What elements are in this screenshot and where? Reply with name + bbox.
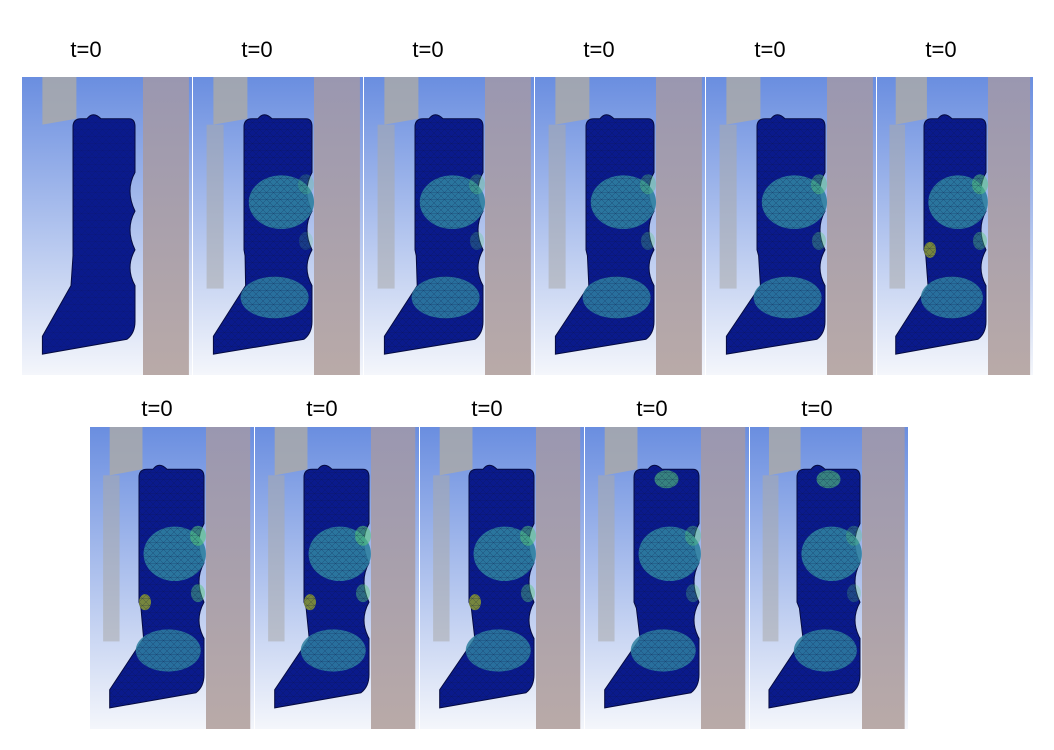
frame-graphic: [193, 77, 363, 375]
rod: [536, 427, 581, 729]
frame-graphic: [22, 77, 192, 375]
mesh-overlay: [109, 465, 204, 708]
frame-label-6: t=0: [925, 37, 957, 62]
simulation-frame-4: [535, 77, 705, 375]
frame-graphic: [364, 77, 534, 375]
groove-wall-lower: [889, 124, 906, 289]
groove-wall-lower: [719, 124, 737, 289]
groove-wall: [213, 77, 248, 125]
frame-label-7: t=0: [141, 396, 173, 421]
frame-label-8: t=0: [306, 396, 338, 421]
frame-graphic: [255, 427, 419, 729]
frame-graphic: [90, 427, 254, 729]
mesh-overlay: [768, 465, 860, 708]
mesh-overlay: [555, 114, 654, 355]
frame-label-5: t=0: [754, 37, 786, 62]
frame-graphic: [585, 427, 749, 729]
groove-wall: [439, 427, 473, 476]
simulation-frame-5: [706, 77, 876, 375]
groove-wall-lower: [762, 475, 779, 642]
frame-graphic: [877, 77, 1033, 375]
groove-wall: [555, 77, 590, 125]
groove-wall-lower: [377, 124, 395, 289]
simulation-frame-9: [420, 427, 584, 729]
rod: [143, 77, 189, 375]
groove-wall-lower: [206, 124, 224, 289]
groove-wall-lower: [103, 475, 120, 642]
groove-wall: [42, 77, 77, 125]
mesh-overlay: [213, 114, 312, 355]
rod: [656, 77, 702, 375]
simulation-frame-10: [585, 427, 749, 729]
rod: [827, 77, 873, 375]
mesh-overlay: [384, 114, 483, 355]
simulation-frame-8: [255, 427, 419, 729]
rod: [371, 427, 416, 729]
groove-wall: [895, 77, 927, 125]
rod: [988, 77, 1031, 375]
mesh-overlay: [604, 465, 699, 708]
simulation-frame-6: [877, 77, 1033, 375]
groove-wall-lower: [548, 124, 566, 289]
mesh-overlay: [726, 114, 825, 355]
rod: [485, 77, 531, 375]
groove-wall: [274, 427, 308, 476]
frame-label-3: t=0: [412, 37, 444, 62]
rod: [314, 77, 360, 375]
frame-graphic: [420, 427, 584, 729]
rod: [206, 427, 251, 729]
simulation-frame-7: [90, 427, 254, 729]
groove-wall: [604, 427, 638, 476]
simulation-frame-1: [22, 77, 192, 375]
mesh-overlay: [274, 465, 369, 708]
rod: [862, 427, 905, 729]
simulation-frame-3: [364, 77, 534, 375]
groove-wall: [768, 427, 801, 476]
mesh-overlay: [439, 465, 534, 708]
simulation-frame-2: [193, 77, 363, 375]
groove-wall: [109, 427, 143, 476]
groove-wall-lower: [598, 475, 615, 642]
groove-wall-lower: [268, 475, 285, 642]
groove-wall: [384, 77, 419, 125]
frame-label-4: t=0: [583, 37, 615, 62]
groove-wall: [726, 77, 761, 125]
mesh-overlay: [895, 114, 986, 355]
mesh-overlay: [42, 114, 135, 355]
frame-graphic: [706, 77, 876, 375]
frame-graphic: [750, 427, 908, 729]
frame-label-11: t=0: [801, 396, 833, 421]
frame-label-9: t=0: [471, 396, 503, 421]
simulation-frame-11: [750, 427, 908, 729]
frame-label-10: t=0: [636, 396, 668, 421]
groove-wall-lower: [433, 475, 450, 642]
frame-label-2: t=0: [241, 37, 273, 62]
rod: [701, 427, 746, 729]
frame-graphic: [535, 77, 705, 375]
frame-label-1: t=0: [70, 37, 102, 62]
